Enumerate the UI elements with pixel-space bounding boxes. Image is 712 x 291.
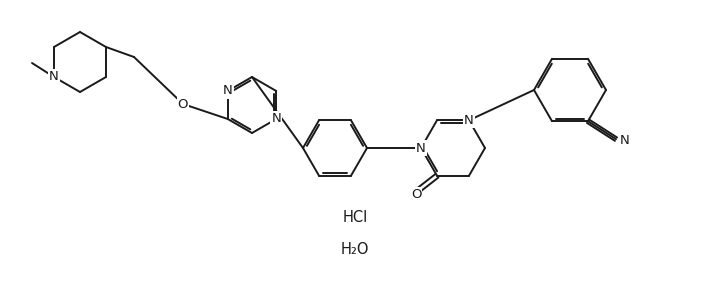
Text: H₂O: H₂O xyxy=(341,242,370,258)
Text: N: N xyxy=(271,113,281,125)
Text: N: N xyxy=(464,114,474,127)
Text: N: N xyxy=(223,84,233,97)
Text: HCl: HCl xyxy=(342,210,367,226)
Text: N: N xyxy=(416,141,426,155)
Text: N: N xyxy=(49,70,59,84)
Text: O: O xyxy=(178,97,188,111)
Text: N: N xyxy=(620,134,630,147)
Text: O: O xyxy=(411,188,422,201)
